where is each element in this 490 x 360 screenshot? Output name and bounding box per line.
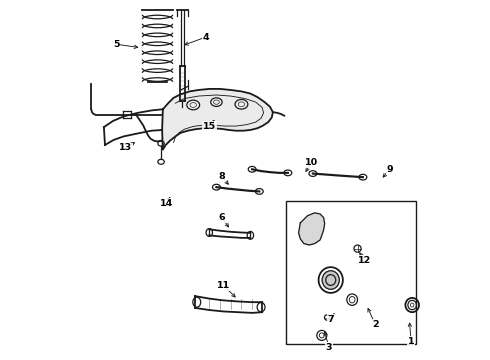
Text: 9: 9 — [386, 165, 393, 174]
Text: 11: 11 — [217, 281, 230, 290]
Polygon shape — [298, 213, 325, 245]
Text: 6: 6 — [219, 213, 225, 222]
Text: 4: 4 — [202, 33, 209, 42]
Text: 12: 12 — [358, 256, 371, 265]
Text: 5: 5 — [113, 40, 120, 49]
Text: 7: 7 — [327, 315, 334, 324]
Text: 15: 15 — [203, 122, 216, 131]
Text: 3: 3 — [326, 343, 332, 352]
Ellipse shape — [322, 271, 339, 289]
Text: 2: 2 — [372, 320, 379, 329]
Text: 8: 8 — [219, 172, 225, 181]
Polygon shape — [162, 89, 273, 150]
Bar — [286, 202, 416, 344]
Text: 14: 14 — [160, 199, 173, 208]
Text: 10: 10 — [304, 158, 318, 167]
Text: 1: 1 — [408, 337, 415, 346]
Text: 13: 13 — [119, 143, 132, 152]
